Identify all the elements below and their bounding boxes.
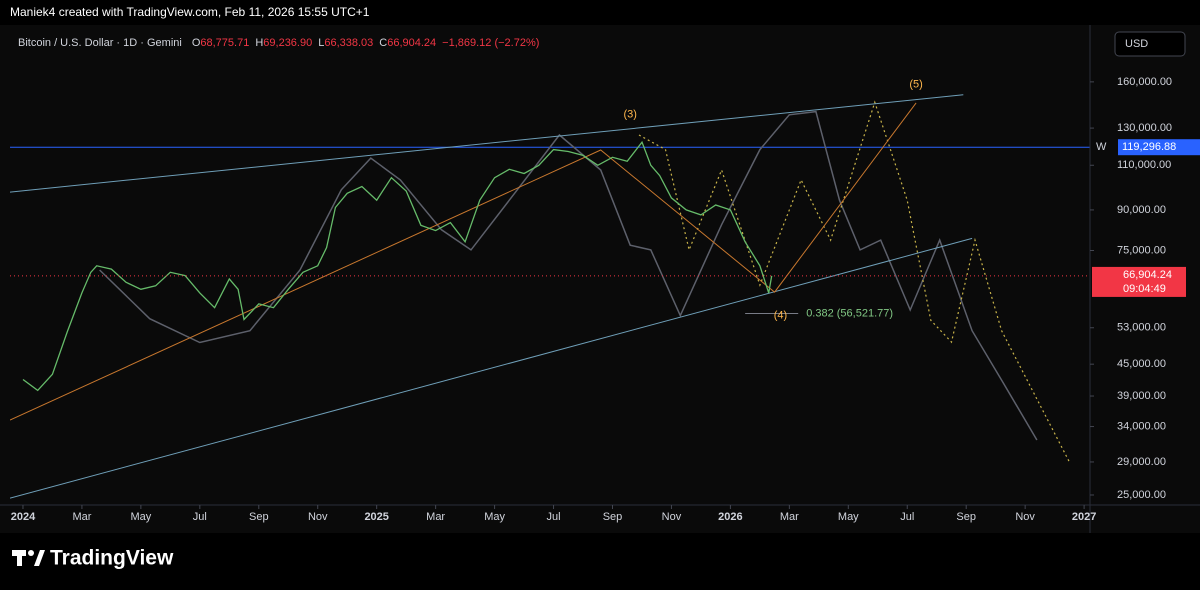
last-price-label: 66,904.24: [1123, 269, 1172, 281]
y-tick-label: 39,000.00: [1117, 390, 1166, 402]
x-tick-label: Mar: [426, 511, 445, 523]
legend: Bitcoin / U.S. Dollar · 1D · Gemini O68,7…: [18, 37, 539, 49]
ohlc-key: O: [192, 37, 201, 49]
y-tick-label: 53,000.00: [1117, 322, 1166, 334]
x-tick-label: 2027: [1072, 511, 1096, 523]
wave-label: (4): [774, 309, 787, 321]
y-tick-label: 90,000.00: [1117, 204, 1166, 216]
x-tick-label: Nov: [308, 511, 328, 523]
y-tick-label: 29,000.00: [1117, 456, 1166, 468]
x-tick-label: 2025: [364, 511, 388, 523]
symbol: Bitcoin / U.S. Dollar · 1D · Gemini: [18, 37, 182, 49]
x-tick-label: 2024: [11, 511, 36, 523]
series-line: [99, 110, 1038, 441]
ohlc-value: 69,236.90: [263, 37, 312, 49]
ohlc-key: C: [379, 37, 387, 49]
ohlc-value: 66,338.03: [324, 37, 373, 49]
series-line: [10, 94, 964, 193]
credit: Maniek4 created with TradingView.com, Fe…: [10, 5, 370, 19]
y-tick-label: 25,000.00: [1117, 489, 1166, 501]
x-tick-label: Jul: [900, 511, 914, 523]
y-tick-label: 45,000.00: [1117, 358, 1166, 370]
level-tag: [1118, 139, 1200, 156]
x-tick-label: Sep: [956, 511, 976, 523]
x-tick-label: 2026: [718, 511, 742, 523]
wave-label: (5): [909, 79, 922, 91]
y-tick-label: 130,000.00: [1117, 122, 1172, 134]
ohlc-value: 68,775.71: [200, 37, 249, 49]
x-tick-label: Sep: [249, 511, 269, 523]
x-tick-label: May: [838, 511, 859, 523]
y-tick-label: 34,000.00: [1117, 420, 1166, 432]
series-line: [10, 237, 973, 499]
y-tick-label: 75,000.00: [1117, 244, 1166, 256]
chart-panel: [0, 25, 1200, 533]
fib-label: 0.382 (56,521.77): [806, 307, 893, 319]
x-tick-label: Jul: [193, 511, 207, 523]
wave-label: (3): [623, 109, 636, 121]
level-label: 119,296.88: [1122, 141, 1176, 153]
change: −1,869.12 (−2.72%): [442, 37, 539, 49]
last-price-tag: [1092, 266, 1186, 297]
countdown: 09:04:49: [1123, 283, 1166, 295]
y-tick-label: 160,000.00: [1117, 76, 1172, 88]
ohlc-key: L: [318, 37, 324, 49]
ohlc-value: 66,904.24: [387, 37, 436, 49]
plot: [10, 94, 1090, 499]
y-tick-label: 110,000.00: [1117, 159, 1171, 171]
brand: TradingView: [50, 547, 174, 570]
currency: USD: [1125, 38, 1148, 50]
x-tick-label: Mar: [72, 511, 91, 523]
currency-button[interactable]: [1114, 31, 1186, 57]
series-line: [22, 140, 773, 392]
x-tick-label: Sep: [603, 511, 623, 523]
series-line: [10, 102, 917, 421]
x-tick-label: Jul: [547, 511, 561, 523]
level-name: W: [1096, 141, 1107, 153]
x-tick-label: May: [130, 511, 151, 523]
ohlc-key: H: [255, 37, 263, 49]
x-tick-label: Nov: [1015, 511, 1035, 523]
x-tick-label: Mar: [780, 511, 799, 523]
logo: [12, 550, 45, 566]
x-tick-label: Nov: [662, 511, 682, 523]
x-tick-label: May: [484, 511, 505, 523]
